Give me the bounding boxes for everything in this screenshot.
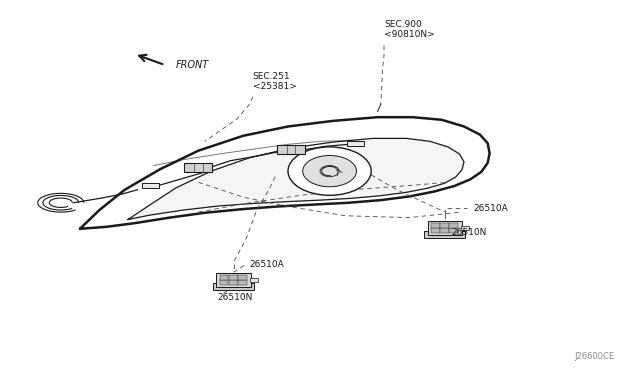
Bar [229, 275, 238, 280]
Bar [440, 228, 449, 233]
Bar [220, 275, 228, 280]
FancyBboxPatch shape [428, 221, 462, 235]
Text: 26510A: 26510A [250, 260, 284, 269]
Bar [347, 141, 364, 146]
Text: 26510N: 26510N [451, 228, 486, 237]
FancyBboxPatch shape [213, 283, 254, 290]
Polygon shape [128, 138, 464, 219]
Bar [431, 223, 440, 228]
Text: 26510A: 26510A [474, 204, 508, 213]
Bar [449, 223, 458, 228]
Bar [440, 223, 449, 228]
Bar [142, 183, 159, 188]
FancyBboxPatch shape [184, 163, 212, 172]
FancyBboxPatch shape [277, 145, 305, 154]
Text: FRONT: FRONT [176, 60, 209, 70]
Text: SEC.251
<25381>: SEC.251 <25381> [253, 72, 297, 91]
FancyBboxPatch shape [216, 273, 251, 287]
Polygon shape [80, 117, 490, 229]
Circle shape [288, 147, 371, 195]
FancyBboxPatch shape [424, 231, 465, 238]
Circle shape [303, 155, 356, 187]
Bar [431, 228, 440, 233]
Bar [449, 228, 458, 233]
Text: J26600CE: J26600CE [574, 352, 614, 361]
Bar [461, 226, 469, 230]
Bar [250, 278, 258, 282]
Bar [238, 275, 247, 280]
Text: 26510N: 26510N [218, 293, 253, 302]
Bar [238, 280, 247, 285]
Text: SEC.900
<90810N>: SEC.900 <90810N> [384, 20, 435, 39]
Bar [220, 280, 228, 285]
Bar [229, 280, 238, 285]
Circle shape [320, 166, 339, 177]
